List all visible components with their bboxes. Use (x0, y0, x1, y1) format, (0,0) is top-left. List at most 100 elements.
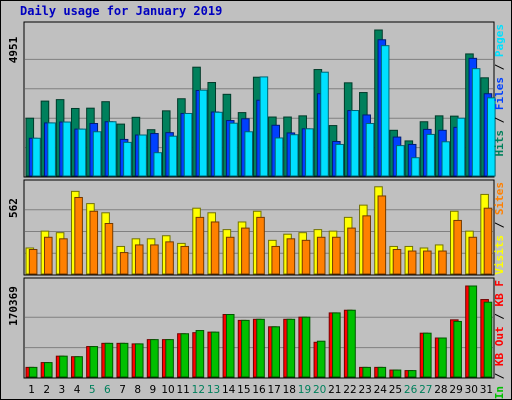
x-tick-7: 7 (119, 384, 126, 396)
bar-kb-in-3 (59, 355, 68, 378)
bar-sites-2 (43, 236, 53, 275)
bar-sites-6 (104, 223, 114, 275)
legend-separator: / (493, 215, 506, 235)
bar-kb-in-12 (195, 330, 205, 378)
bar-pages-28 (441, 141, 451, 177)
bar-sites-29 (453, 219, 462, 275)
bar-pages-2 (47, 122, 56, 177)
legend-top: Hits / Files / Pages (493, 24, 506, 157)
x-tick-25: 25 (389, 384, 402, 396)
bar-pages-20 (320, 71, 329, 177)
bar-kb-in-27 (423, 332, 432, 378)
bar-kb-in-22 (347, 309, 356, 378)
legend-separator: / (493, 307, 506, 327)
bar-sites-9 (150, 244, 159, 275)
x-tick-31: 31 (480, 384, 493, 396)
bar-kb-in-7 (119, 342, 129, 378)
bar-kb-in-25 (392, 369, 402, 378)
bar-pages-31 (487, 97, 496, 177)
bar-sites-7 (119, 252, 129, 275)
bar-kb-in-14 (225, 314, 235, 378)
x-tick-27: 27 (419, 384, 432, 396)
bar-kb-in-17 (271, 326, 280, 378)
bar-pages-1 (32, 137, 41, 177)
bar-sites-12 (195, 216, 205, 275)
bar-kb-in-2 (43, 362, 53, 378)
bar-sites-18 (286, 238, 296, 275)
bar-sites-10 (165, 241, 174, 275)
bar-pages-21 (335, 143, 344, 177)
x-tick-24: 24 (374, 384, 388, 396)
bar-pages-29 (456, 117, 466, 177)
bar-kb-in-5 (89, 346, 99, 378)
bar-pages-30 (471, 68, 481, 177)
bar-kb-in-4 (74, 356, 83, 378)
x-tick-26: 26 (404, 384, 418, 396)
max-label-kbytes: 170369 (7, 286, 20, 326)
bar-kb-in-21 (332, 312, 341, 378)
legend-item-kb-in: KB In (493, 386, 506, 400)
x-tick-3: 3 (59, 384, 66, 396)
bar-pages-25 (396, 145, 405, 177)
bar-pages-5 (92, 131, 102, 177)
bar-pages-4 (77, 128, 87, 177)
bar-sites-31 (483, 207, 493, 275)
bar-sites-16 (256, 216, 265, 275)
bar-sites-1 (28, 249, 38, 275)
x-tick-4: 4 (74, 384, 81, 396)
bar-kb-in-19 (301, 316, 311, 378)
legend-mid: Visits / Sites (493, 182, 506, 275)
legend-separator: / (493, 110, 506, 130)
x-tick-19: 19 (298, 384, 311, 396)
bar-pages-11 (183, 112, 193, 177)
bar-sites-25 (392, 249, 402, 275)
bar-kb-in-8 (134, 343, 144, 378)
bar-sites-21 (332, 236, 341, 275)
bar-pages-17 (274, 137, 284, 177)
bar-sites-23 (362, 215, 371, 275)
bar-sites-14 (225, 236, 235, 275)
bar-sites-4 (74, 196, 83, 275)
bar-pages-3 (62, 121, 72, 177)
bar-sites-19 (301, 239, 311, 275)
bar-sites-3 (59, 238, 68, 275)
bar-sites-27 (423, 250, 432, 275)
bar-pages-13 (214, 111, 223, 177)
bar-pages-18 (289, 134, 299, 177)
legend-item-pages: Pages (493, 24, 506, 57)
legend-bot: KB In / KB Out / KB F (493, 280, 506, 400)
x-tick-2: 2 (43, 384, 50, 396)
bar-sites-5 (89, 210, 99, 275)
x-tick-20: 20 (313, 384, 326, 396)
x-tick-15: 15 (237, 384, 250, 396)
bar-pages-16 (259, 76, 269, 177)
legend-item-hits: Hits (493, 130, 506, 157)
x-tick-5: 5 (89, 384, 96, 396)
x-tick-16: 16 (252, 384, 266, 396)
bar-pages-27 (426, 133, 435, 177)
bar-kb-in-24 (377, 366, 387, 378)
bar-sites-13 (210, 221, 220, 275)
bar-kb-in-15 (241, 319, 250, 378)
bar-kb-in-18 (286, 318, 296, 378)
bar-pages-24 (380, 45, 390, 177)
bar-sites-28 (438, 250, 447, 275)
bar-pages-12 (198, 89, 208, 177)
bar-kb-in-10 (165, 339, 174, 378)
bar-sites-17 (271, 245, 280, 275)
bar-kb-in-31 (483, 301, 493, 378)
bar-kb-in-23 (362, 366, 371, 378)
bar-kb-in-16 (256, 318, 265, 378)
bar-pages-23 (365, 123, 375, 177)
bar-kb-in-11 (180, 333, 190, 378)
x-tick-28: 28 (434, 384, 447, 396)
bar-sites-22 (347, 227, 356, 275)
x-tick-6: 6 (104, 384, 111, 396)
x-tick-10: 10 (161, 384, 174, 396)
legend-item-visits: Visits (493, 235, 506, 275)
bar-pages-26 (411, 157, 420, 177)
x-tick-22: 22 (343, 384, 356, 396)
bar-sites-26 (407, 250, 417, 275)
bar-kb-in-1 (28, 366, 38, 378)
bar-sites-24 (377, 195, 387, 275)
